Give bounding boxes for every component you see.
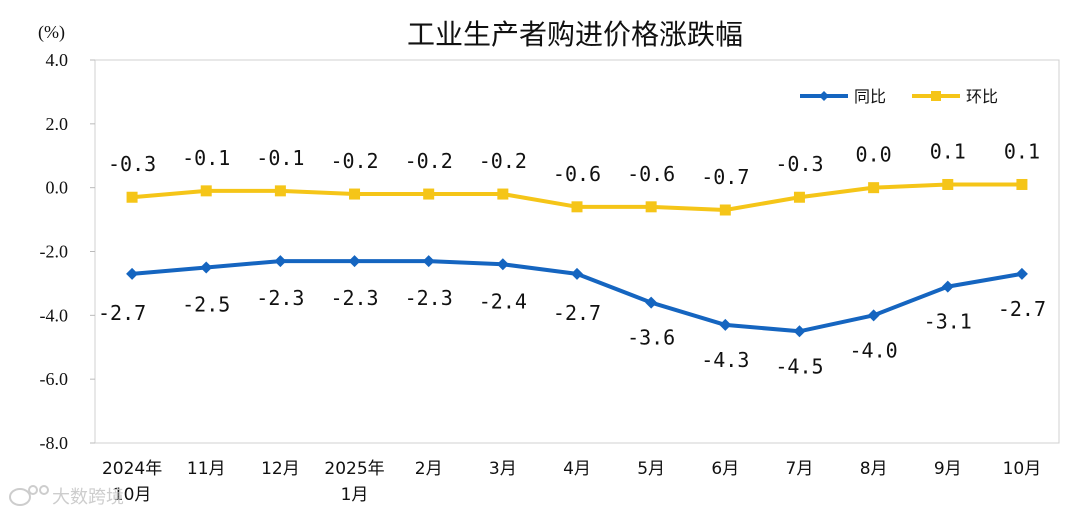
data-label: -3.1 <box>924 310 972 334</box>
plot-area <box>94 59 1060 444</box>
y-axis-unit: (%) <box>38 22 65 43</box>
chart-title: 工业生产者购进价格涨跌幅 <box>407 18 743 51</box>
watermark: 大数跨境 <box>9 485 124 508</box>
data-label: -0.1 <box>256 146 304 170</box>
data-label: -0.6 <box>553 162 601 186</box>
x-tick-label: 2月 <box>415 459 443 479</box>
data-point <box>1015 267 1028 280</box>
y-tick-label: -8.0 <box>40 433 69 453</box>
x-tick-label: 6月 <box>711 459 739 479</box>
series-环比: -0.3 -0.1 -0.1 -0.2 -0.2 -0.2 -0.6 -0.6 -0.7 -0.3… <box>108 139 1040 216</box>
data-point <box>719 318 732 331</box>
data-point <box>571 201 583 213</box>
data-point <box>349 188 361 200</box>
data-point <box>571 267 583 280</box>
x-tick-label: 10月 <box>113 485 152 505</box>
legend-item: 环比 <box>912 87 998 106</box>
data-point <box>126 267 139 280</box>
y-tick-label: 0.0 <box>46 178 69 198</box>
data-point <box>348 255 361 268</box>
x-tick-label: 8月 <box>860 459 888 479</box>
x-tick-label: 12月 <box>261 459 300 479</box>
data-label: -0.6 <box>627 162 675 186</box>
legend-marker <box>819 91 829 101</box>
x-axis: 2024年 10月 11月 12月 2025年 1月 2月 3月 4月 5月 6月 7月 8月 9月 10月 <box>102 459 1041 505</box>
data-label: -2.4 <box>479 289 527 313</box>
data-label: -0.7 <box>701 165 749 189</box>
data-point <box>126 191 138 203</box>
watermark-text: 大数跨境 <box>52 487 124 508</box>
data-label: -4.3 <box>701 348 749 372</box>
data-point <box>1016 178 1028 190</box>
data-label: -0.3 <box>775 152 823 176</box>
y-tick-label: 4.0 <box>46 50 69 70</box>
data-label: -2.3 <box>256 286 304 310</box>
data-label: -0.2 <box>330 149 378 173</box>
data-label: 0.0 <box>856 143 892 167</box>
x-tick-label: 9月 <box>934 459 962 479</box>
data-label: -2.3 <box>330 286 378 310</box>
data-label: -2.7 <box>553 301 601 325</box>
legend: 同比 环比 <box>800 87 998 106</box>
data-label: -4.0 <box>850 338 898 362</box>
y-axis: 4.0 2.0 0.0 -2.0 -4.0 -6.0 -8.0 <box>40 50 95 453</box>
y-tick-label: -6.0 <box>40 369 69 389</box>
data-label: -0.2 <box>479 149 527 173</box>
data-label: -0.1 <box>182 146 230 170</box>
series-同比: -2.7 -2.5 -2.3 -2.3 -2.3 -2.4 -2.7 -3.6 -4.3 -4.5… <box>98 255 1046 378</box>
data-point <box>942 178 954 190</box>
legend-label: 同比 <box>854 87 886 106</box>
data-point <box>274 185 286 197</box>
legend-marker <box>931 91 941 101</box>
weibo-icon <box>9 485 49 506</box>
y-tick-label: -2.0 <box>40 242 69 262</box>
data-label: -3.6 <box>627 326 675 350</box>
legend-label: 环比 <box>966 87 998 106</box>
data-label: -0.3 <box>108 152 156 176</box>
data-point <box>941 280 954 293</box>
data-point <box>793 191 805 203</box>
legend-item: 同比 <box>800 87 886 106</box>
data-point <box>496 258 509 271</box>
x-tick-label: 5月 <box>637 459 665 479</box>
data-label: 0.1 <box>930 139 966 163</box>
data-point <box>645 296 658 309</box>
data-point <box>200 261 213 274</box>
data-point <box>422 255 435 268</box>
x-tick-label: 7月 <box>786 459 814 479</box>
data-point <box>868 182 880 194</box>
data-point <box>793 325 806 338</box>
data-point <box>497 188 509 200</box>
x-tick-label: 10月 <box>1003 459 1042 479</box>
data-point <box>423 188 435 200</box>
y-tick-label: 2.0 <box>46 114 69 134</box>
x-tick-label: 1月 <box>341 485 369 505</box>
series-layer: -2.7 -2.5 -2.3 -2.3 -2.3 -2.4 -2.7 -3.6 -4.3 -4.5… <box>98 139 1046 378</box>
data-label: -2.3 <box>405 286 453 310</box>
data-point <box>274 255 287 268</box>
data-label: -2.7 <box>98 301 146 325</box>
data-point <box>867 309 880 322</box>
data-label: -2.7 <box>998 297 1046 321</box>
data-label: -2.5 <box>182 292 230 316</box>
x-tick-label: 3月 <box>489 459 517 479</box>
x-tick-label: 11月 <box>187 459 226 479</box>
data-point <box>200 185 212 197</box>
x-tick-label: 2024年 <box>102 459 162 479</box>
x-tick-label: 4月 <box>563 459 591 479</box>
data-point <box>645 201 657 213</box>
x-tick-label: 2025年 <box>324 459 384 479</box>
y-tick-label: -4.0 <box>40 305 69 325</box>
data-label: -4.5 <box>775 354 823 378</box>
data-label: 0.1 <box>1004 139 1040 163</box>
data-point <box>719 204 731 216</box>
data-label: -0.2 <box>405 149 453 173</box>
